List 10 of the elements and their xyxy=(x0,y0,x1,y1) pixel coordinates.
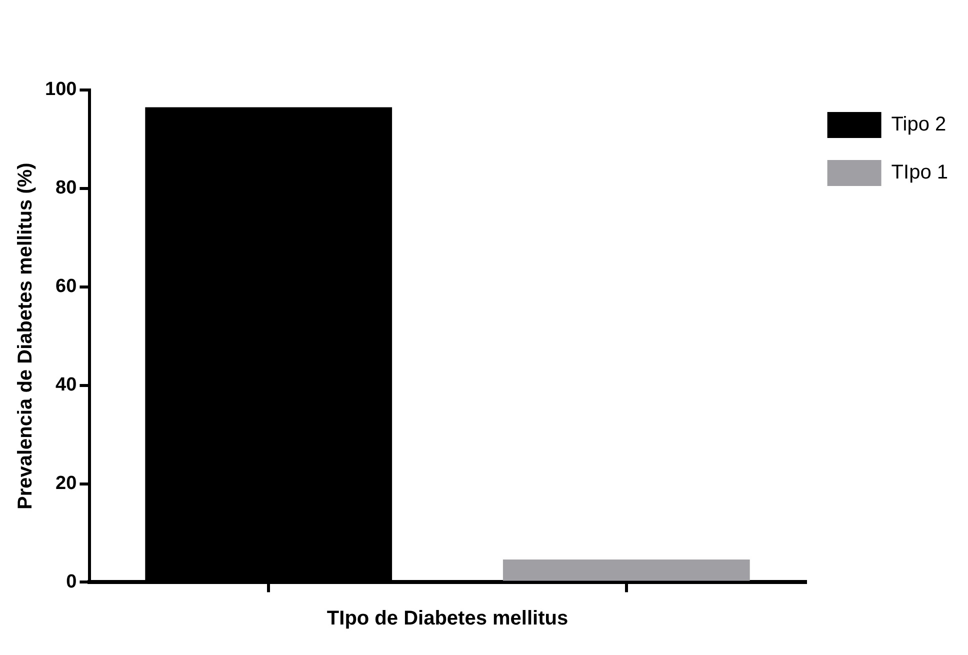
legend-label: TIpo 1 xyxy=(891,162,948,184)
y-tick-label: 40 xyxy=(56,374,77,396)
legend-label: Tipo 2 xyxy=(891,114,946,136)
y-tick-label: 20 xyxy=(56,472,77,494)
y-axis-title: Prevalencia de Diabetes mellitus (%) xyxy=(14,162,37,510)
y-tick-label: 0 xyxy=(66,571,77,592)
y-tick-label: 60 xyxy=(56,276,77,298)
y-tick-label: 100 xyxy=(45,79,77,100)
y-tick-label: 80 xyxy=(56,178,77,199)
x-axis-title: TIpo de Diabetes mellitus xyxy=(326,608,568,630)
